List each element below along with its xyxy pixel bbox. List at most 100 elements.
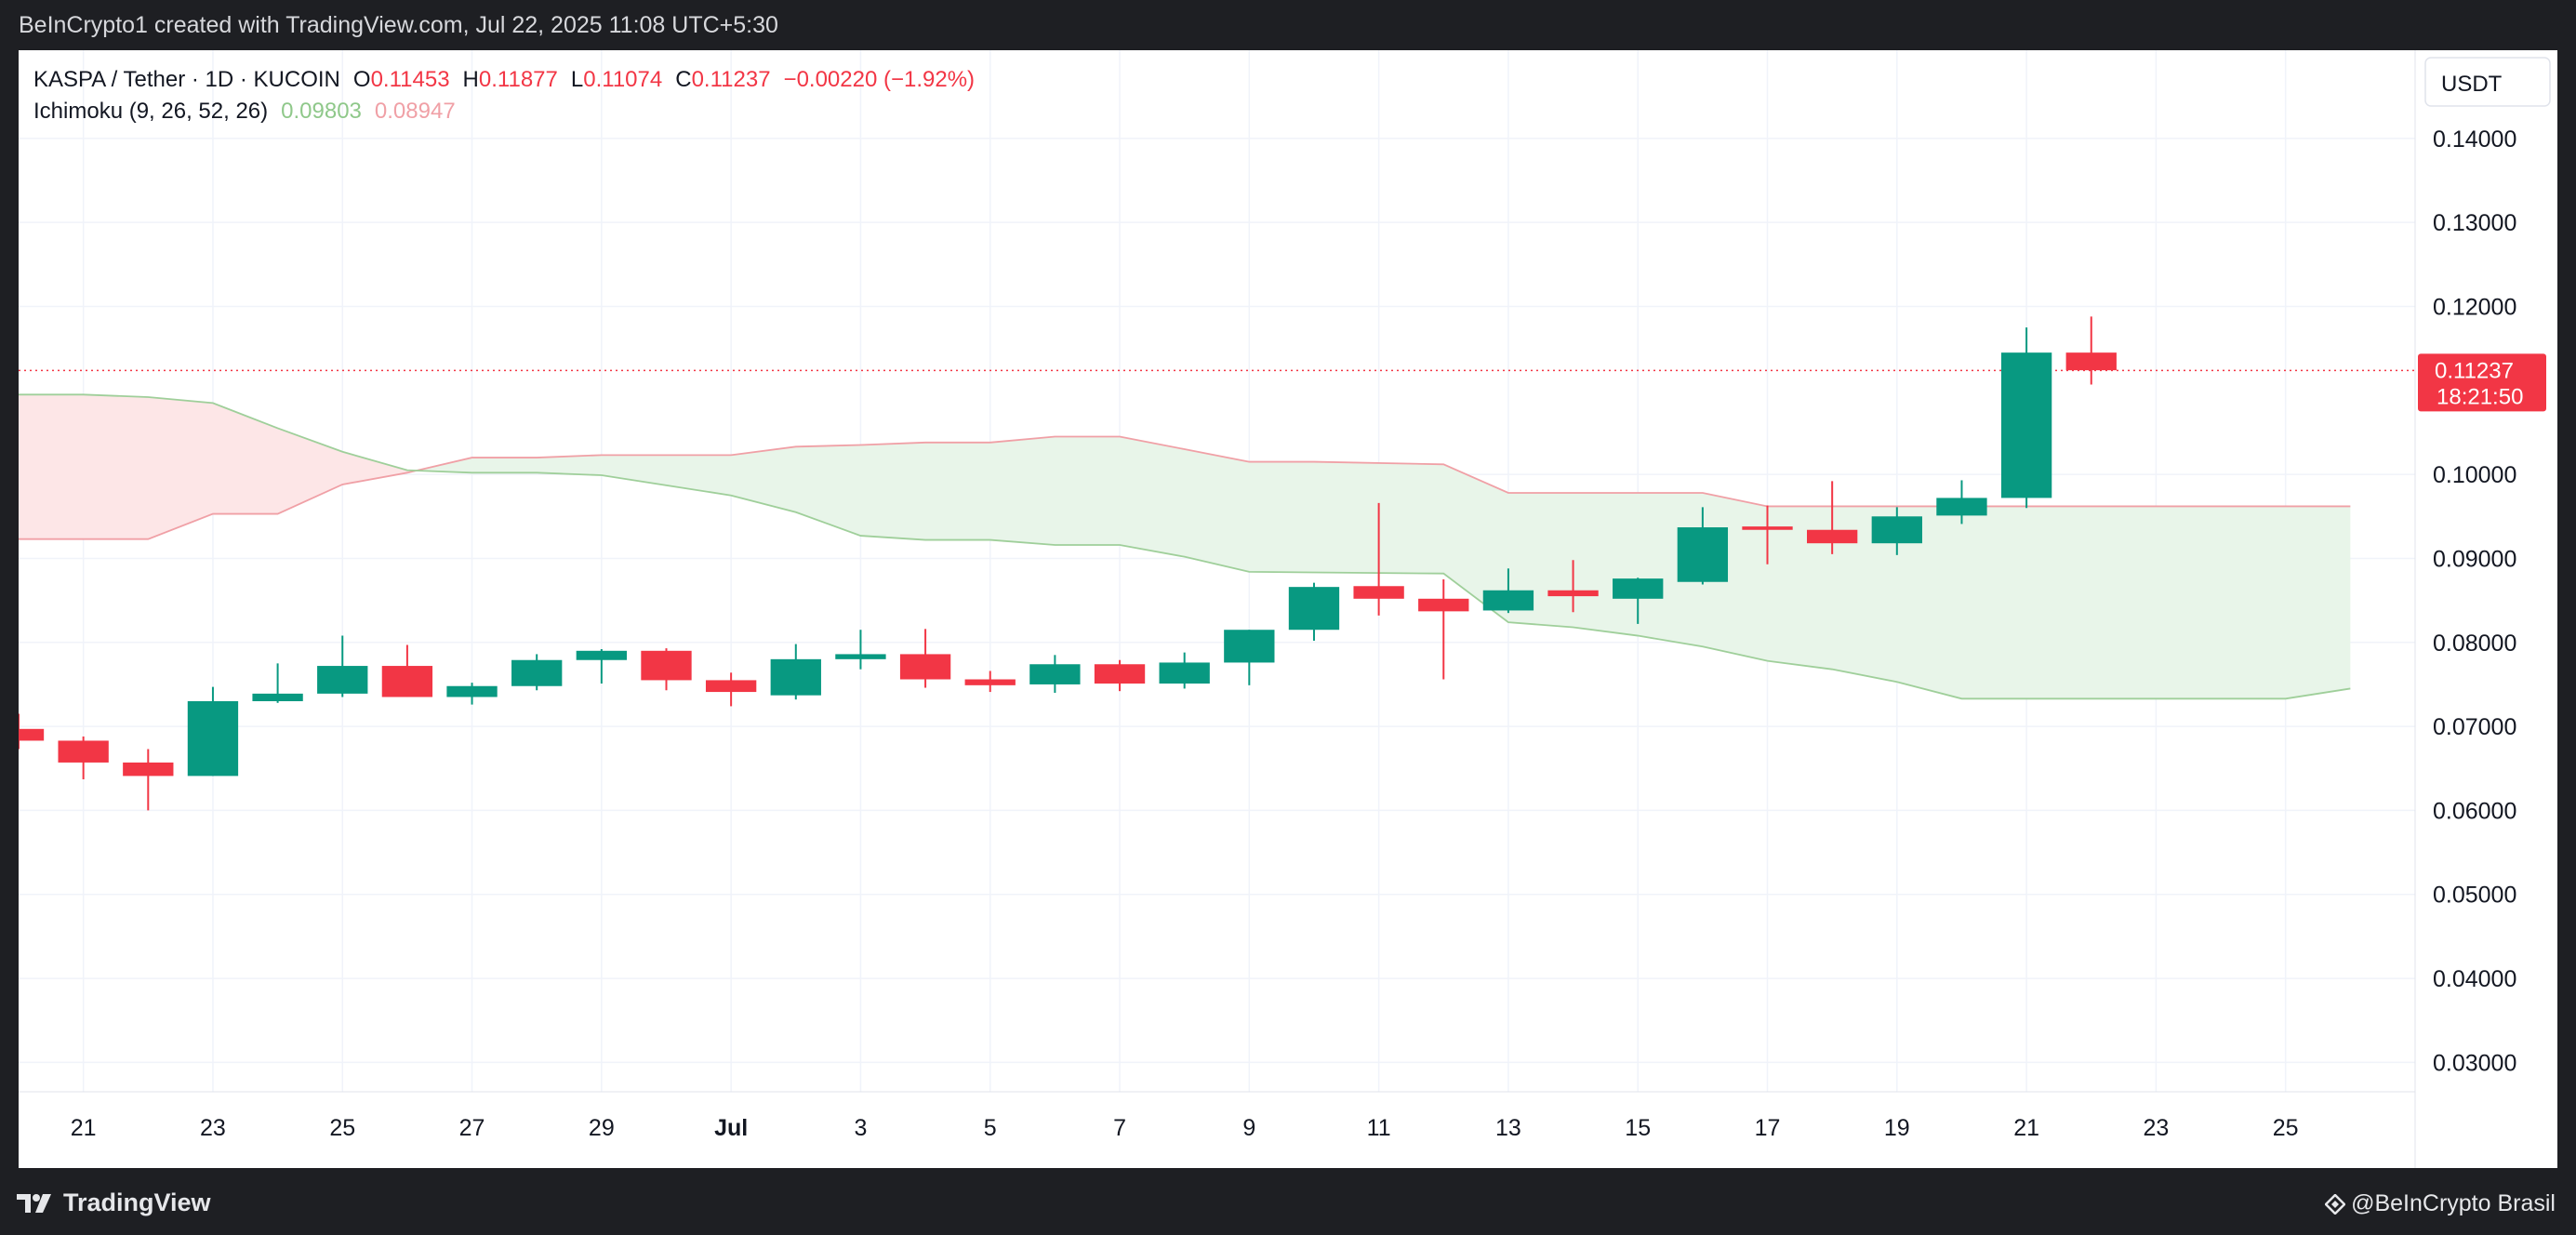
time-axis[interactable]: 21 23 25 27 29 Jul 3 5 7 9 11 13 15 17 19 21 23 25 [71,1115,2299,1141]
candle-body [2065,352,2117,371]
candle[interactable] [1288,582,1340,641]
candle[interactable] [446,683,498,705]
beincrypto-icon [2325,1193,2346,1215]
legend: KASPA / Tether · 1D · KUCOIN O0.11453 H0.1… [33,67,975,124]
candle-body [1288,587,1340,631]
time-tick-label: 29 [589,1115,615,1141]
time-tick-label: 9 [1242,1115,1255,1141]
price-tick-label: 0.14000 [2433,126,2516,153]
candle[interactable] [0,713,45,750]
time-tick-label: 25 [329,1115,355,1141]
price-tick-label: 0.04000 [2433,966,2516,992]
candle[interactable] [1806,481,1858,554]
time-tick-label: 23 [2143,1115,2169,1141]
candle-body [1353,586,1404,599]
candle-body [1871,516,1922,544]
tradingview-logo[interactable]: TradingView [17,1189,211,1217]
candle[interactable] [770,644,821,700]
candle-body [0,728,45,741]
candle-body [187,701,239,777]
candles[interactable] [0,316,2117,811]
candle-body [317,666,368,694]
candle-body [1936,498,1987,516]
candle-body [381,666,433,697]
price-tick-label: 0.09000 [2433,546,2516,572]
candle[interactable] [1936,480,1987,525]
candle-body [1159,662,1210,684]
indicator-title[interactable]: Ichimoku (9, 26, 52, 26) [33,99,268,124]
candle[interactable] [2000,327,2052,509]
candle-body [1482,590,1534,611]
senkou-span-a-line [19,435,2351,540]
candle[interactable] [1482,568,1534,614]
candle[interactable] [1547,560,1599,613]
candle[interactable] [576,649,628,684]
attribution-bar: BeInCrypto1 created with TradingView.com… [0,0,2576,50]
candle[interactable] [1871,507,1922,555]
candle[interactable] [1613,578,1664,624]
price-chart[interactable]: 0.14000 0.13000 0.12000 0.10000 0.09000 0.080… [0,50,2557,1168]
candle[interactable] [187,686,239,777]
candle[interactable] [1159,652,1210,689]
candle-body [899,654,951,680]
tradingview-logo-icon [17,1193,51,1213]
chart-panel[interactable]: 0.14000 0.13000 0.12000 0.10000 0.09000 0.080… [0,50,2557,1168]
candle-body [1742,526,1793,530]
indicator-value-1: 0.09803 [281,99,362,124]
candle[interactable] [964,671,1016,693]
price-tick-label: 0.06000 [2433,798,2516,824]
candle[interactable] [252,663,303,703]
candle-body [2000,352,2052,498]
time-tick-label: 21 [2013,1115,2039,1141]
price-axis[interactable]: 0.14000 0.13000 0.12000 0.10000 0.09000 0.080… [2433,126,2516,1077]
tradingview-logo-text: TradingView [63,1189,211,1216]
change-value: −0.00220 (−1.92%) [784,67,976,92]
candle[interactable] [1353,502,1404,616]
candle[interactable] [58,736,109,779]
candle-body [123,762,174,777]
candle[interactable] [1029,655,1081,693]
candle[interactable] [1224,630,1275,685]
candle[interactable] [1418,579,1469,680]
candle-body [705,680,757,693]
candle-body [835,654,886,659]
time-tick-label: 11 [1367,1115,1391,1141]
time-tick-label: 15 [1625,1115,1651,1141]
close-value: 0.11237 [692,67,771,92]
candle[interactable] [123,749,174,811]
candle-body [770,658,821,696]
price-tick-label: 0.13000 [2433,210,2516,236]
candle[interactable] [705,672,757,707]
candle[interactable] [1742,505,1793,564]
candle-body [1677,527,1729,582]
legend-line-1: KASPA / Tether · 1D · KUCOIN O0.11453 H0.1… [33,67,975,92]
candle[interactable] [899,629,951,688]
time-tick-label: 27 [459,1115,485,1141]
candle[interactable] [511,654,563,691]
candle-body [1029,664,1081,684]
legend-line-2: Ichimoku (9, 26, 52, 26) 0.09803 0.08947 [33,99,456,124]
candle[interactable] [641,648,692,691]
brand-credit: @BeInCrypto Brasil [2325,1190,2556,1217]
price-tick-label: 0.07000 [2433,714,2516,740]
currency-button[interactable]: USDT [2424,57,2551,107]
candle-body [1094,664,1146,684]
time-tick-label: 21 [71,1115,97,1141]
indicator-value-2: 0.08947 [375,99,456,124]
candle[interactable] [317,635,368,697]
candle[interactable] [2065,316,2117,385]
high-label: H [463,67,479,92]
symbol-title[interactable]: KASPA / Tether · 1D · KUCOIN [33,67,340,92]
candle-body [58,740,109,763]
candle[interactable] [835,630,886,670]
attribution-text: BeInCrypto1 created with TradingView.com… [19,12,778,38]
last-price-tag: 0.11237 18:21:50 [2418,353,2546,412]
candle[interactable] [1677,507,1729,585]
candle-body [641,650,692,681]
brand-text: @BeInCrypto Brasil [2351,1190,2556,1216]
candle[interactable] [381,644,433,697]
candle[interactable] [1094,659,1146,692]
time-tick-label: 7 [1113,1115,1126,1141]
countdown-value: 18:21:50 [2437,384,2523,409]
candle-body [1613,578,1664,599]
